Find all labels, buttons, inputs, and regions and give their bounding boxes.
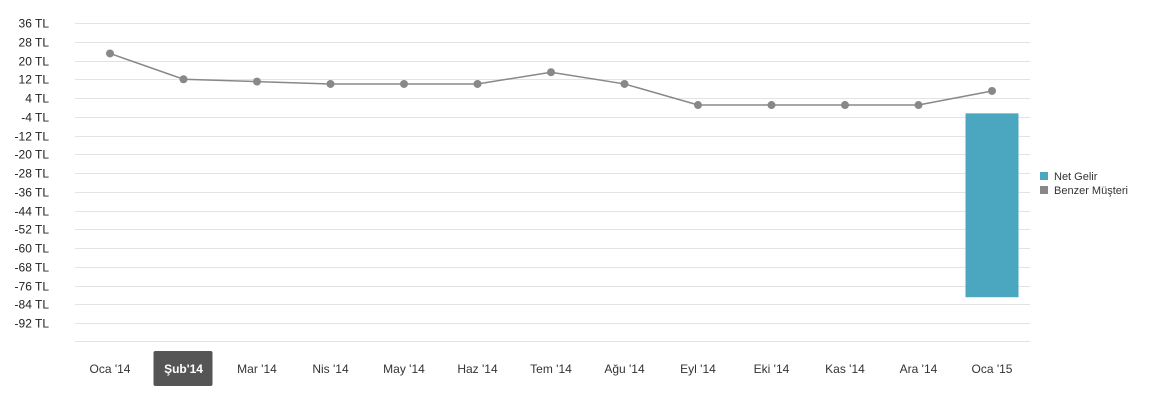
line-point[interactable] [767,101,776,110]
legend-swatch [1040,172,1048,180]
y-tick-label: -36 TL [15,186,50,200]
x-tick-label[interactable]: Şub'14 [164,362,203,376]
grid-lines [75,23,1030,342]
x-tick-label[interactable]: Haz '14 [457,362,498,376]
line-point[interactable] [547,68,555,77]
bar-net-gelir[interactable] [965,113,1019,298]
y-tick-label: -20 TL [15,148,50,162]
y-tick-label: -60 TL [15,242,50,256]
line-point[interactable] [914,101,923,110]
y-tick-label: -52 TL [15,223,50,237]
y-tick-label: 4 TL [25,92,49,106]
legend: Net Gelir Benzer Müşteri [1040,171,1128,197]
y-axis: 36 TL 28 TL 20 TL 12 TL 4 TL -4 TL -12 TL -20 T… [15,17,50,331]
line-point[interactable] [988,86,996,95]
x-axis[interactable]: Oca '14 Şub'14 Mar '14 Nis '14 May '14 Haz '1… [90,351,1013,386]
y-tick-label: -92 TL [15,317,50,331]
line-point[interactable] [326,79,335,88]
line-point[interactable] [841,101,849,110]
selected-month-highlight[interactable] [153,351,213,386]
y-tick-label: 12 TL [19,73,50,87]
y-tick-label: 28 TL [19,36,50,50]
y-tick-label: 36 TL [19,17,50,31]
line-point[interactable] [400,79,408,88]
y-tick-label: -76 TL [15,280,50,294]
x-tick-label[interactable]: Kas '14 [825,362,865,376]
line-point[interactable] [694,101,702,110]
legend-label: Benzer Müşteri [1054,185,1128,197]
x-tick-label[interactable]: Oca '15 [972,362,1013,376]
y-tick-label: -84 TL [15,298,50,312]
x-tick-label[interactable]: Eyl '14 [680,362,716,376]
x-tick-label[interactable]: Oca '14 [90,362,131,376]
line-point[interactable] [253,77,261,86]
legend-swatch [1040,186,1048,194]
y-tick-label: -44 TL [15,205,50,219]
line-point[interactable] [620,79,629,88]
x-tick-label[interactable]: Mar '14 [237,362,277,376]
x-tick-label[interactable]: May '14 [383,362,425,376]
y-tick-label: -68 TL [15,261,50,275]
x-tick-label[interactable]: Eki '14 [754,362,790,376]
y-tick-label: -12 TL [15,130,50,144]
x-tick-label[interactable]: Ağu '14 [604,362,645,376]
line-series [106,49,996,110]
legend-label: Net Gelir [1054,171,1098,183]
y-tick-label: 20 TL [19,55,50,69]
y-tick-label: -28 TL [15,167,50,181]
x-tick-label[interactable]: Ara '14 [900,362,938,376]
x-tick-label[interactable]: Tem '14 [530,362,572,376]
line-point[interactable] [179,75,188,84]
x-tick-label[interactable]: Nis '14 [312,362,349,376]
line-point[interactable] [106,49,114,58]
bars [965,113,1019,298]
line-point[interactable] [473,79,482,88]
y-tick-label: -4 TL [21,111,49,125]
